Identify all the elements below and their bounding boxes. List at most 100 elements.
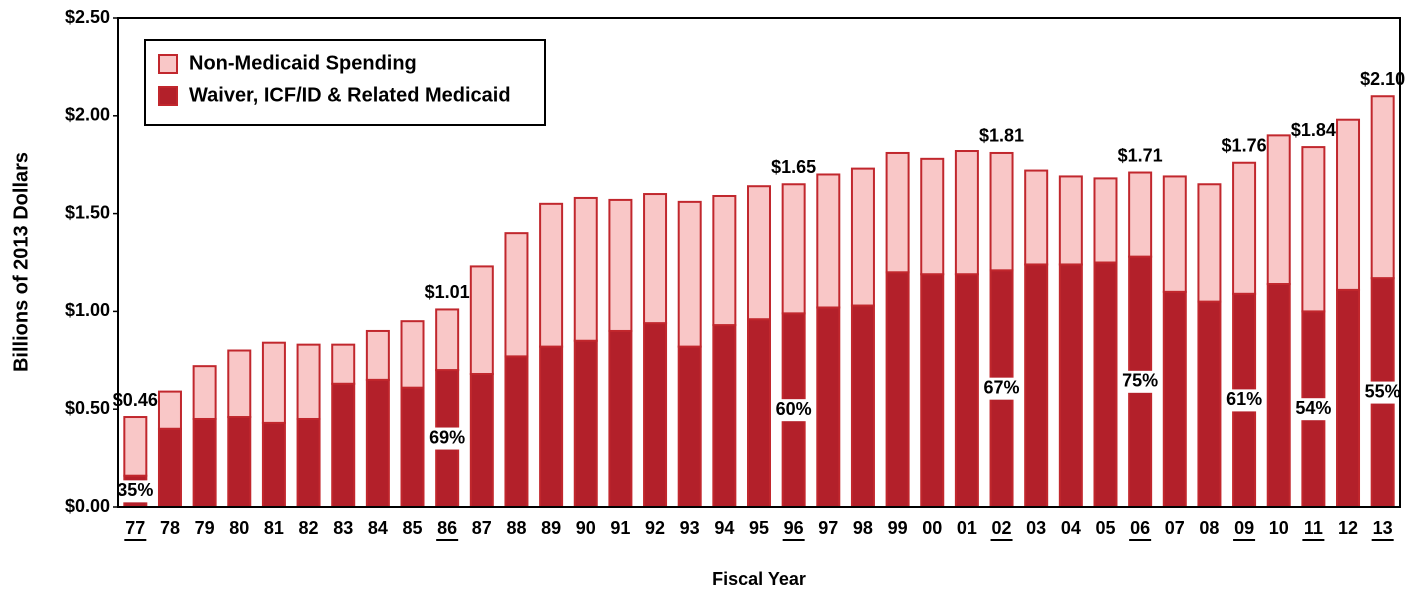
x-tick-label: 12: [1338, 518, 1358, 538]
x-tick-label: 03: [1026, 518, 1046, 538]
bar-segment: [435, 308, 460, 372]
bar-segment: [677, 345, 702, 508]
share-label-bg: [1291, 398, 1336, 421]
x-tick-label: 85: [402, 518, 422, 538]
bar-segment: [1266, 134, 1291, 286]
share-label: 75%: [1122, 371, 1158, 391]
bar-segment: [192, 365, 217, 420]
share-label: 60%: [776, 399, 812, 419]
share-label-bg: [771, 399, 816, 422]
bar-segment: [643, 322, 668, 508]
bar-segment: [1301, 146, 1326, 313]
bar-segment: [850, 167, 875, 307]
bar-segment: [365, 378, 390, 508]
share-label-bg: [1118, 370, 1163, 393]
bar-segment: [296, 343, 321, 420]
x-tick-label: 90: [576, 518, 596, 538]
x-tick-label: 82: [299, 518, 319, 538]
share-label: 55%: [1365, 381, 1401, 401]
bar-segment: [296, 417, 321, 509]
bar-segment: [1128, 171, 1153, 258]
bar-segment: [157, 390, 182, 430]
bar-segment: [885, 271, 910, 508]
bar-segment: [920, 273, 945, 508]
share-label: 67%: [984, 377, 1020, 397]
total-label: $1.65: [771, 157, 816, 177]
share-label: 69%: [429, 427, 465, 447]
x-tick-label: 00: [922, 518, 942, 538]
bar-segment: [816, 306, 841, 508]
bar-segment: [400, 386, 425, 508]
y-tick-label: $0.50: [65, 398, 110, 418]
x-tick-label: 84: [368, 518, 388, 538]
x-tick-label: 07: [1165, 518, 1185, 538]
bar-segment: [1162, 290, 1187, 508]
y-tick-label: $1.50: [65, 202, 110, 222]
bar-segment: [920, 157, 945, 276]
x-tick-label: 10: [1269, 518, 1289, 538]
y-axis-label: Billions of 2013 Dollars: [10, 152, 32, 372]
bar-segment: [608, 198, 633, 332]
x-tick-label: 06: [1130, 518, 1150, 538]
x-tick-label: 05: [1095, 518, 1115, 538]
x-tick-label: 11: [1304, 518, 1323, 538]
bar-segment: [1024, 169, 1049, 266]
bar-segment: [504, 355, 529, 508]
x-tick-label: 98: [853, 518, 873, 538]
total-label: $1.71: [1118, 145, 1163, 165]
bar-segment: [781, 183, 806, 315]
y-tick-label: $2.50: [65, 7, 110, 27]
x-tick-label: 08: [1199, 518, 1219, 538]
share-label-bg: [979, 377, 1024, 400]
bar-segment: [747, 185, 771, 321]
bar-segment: [573, 196, 598, 342]
x-tick-label: 86: [437, 518, 457, 538]
x-tick-label: 02: [992, 518, 1012, 538]
x-tick-label: 09: [1234, 518, 1254, 538]
x-tick-label: 91: [610, 518, 630, 538]
x-tick-label: 93: [680, 518, 700, 538]
bar-segment: [1093, 261, 1118, 508]
plot-frame: [117, 17, 1401, 508]
bar-segment: [1336, 288, 1361, 508]
bar-segment: [1336, 118, 1361, 291]
x-tick-label: 01: [957, 518, 977, 538]
bar-segment: [954, 273, 979, 508]
bar-segment: [331, 343, 356, 385]
bar-segment: [1058, 263, 1083, 508]
bar-segment: [469, 265, 494, 375]
bar-segment: [227, 349, 252, 419]
legend-label: Waiver, ICF/ID & Related Medicaid: [189, 84, 511, 106]
x-tick-label: 96: [784, 518, 804, 538]
bar-segment: [885, 151, 910, 274]
bar-segment: [1058, 175, 1083, 266]
total-label: $1.84: [1291, 120, 1336, 140]
bar-segment: [1162, 175, 1187, 293]
x-tick-label: 89: [541, 518, 561, 538]
x-tick-label: 95: [749, 518, 769, 538]
x-tick-label: 99: [888, 518, 908, 538]
x-tick-label: 88: [506, 518, 526, 538]
legend-swatch: [158, 54, 178, 74]
total-label: $1.76: [1222, 135, 1267, 155]
x-tick-label: 81: [264, 518, 284, 538]
x-tick-label: 13: [1373, 518, 1393, 538]
bar-segment: [1232, 161, 1257, 295]
bar-segment: [954, 150, 979, 276]
bar-segment: [677, 200, 702, 348]
y-tick-label: $1.00: [65, 300, 110, 320]
bar-segment: [712, 324, 737, 509]
bar-segment: [573, 339, 598, 508]
bar-segment: [816, 173, 841, 309]
bar-segment: [123, 416, 148, 477]
share-label-bg: [1222, 389, 1267, 412]
x-tick-label: 87: [472, 518, 492, 538]
share-label: 54%: [1295, 398, 1331, 418]
x-tick-label: 04: [1061, 518, 1081, 538]
x-tick-label: 79: [195, 518, 215, 538]
bar-segment: [331, 382, 356, 508]
bar-segment: [1197, 183, 1222, 303]
bar-segment: [747, 318, 771, 508]
legend-box: [144, 39, 546, 126]
total-label: $2.10: [1360, 69, 1405, 89]
